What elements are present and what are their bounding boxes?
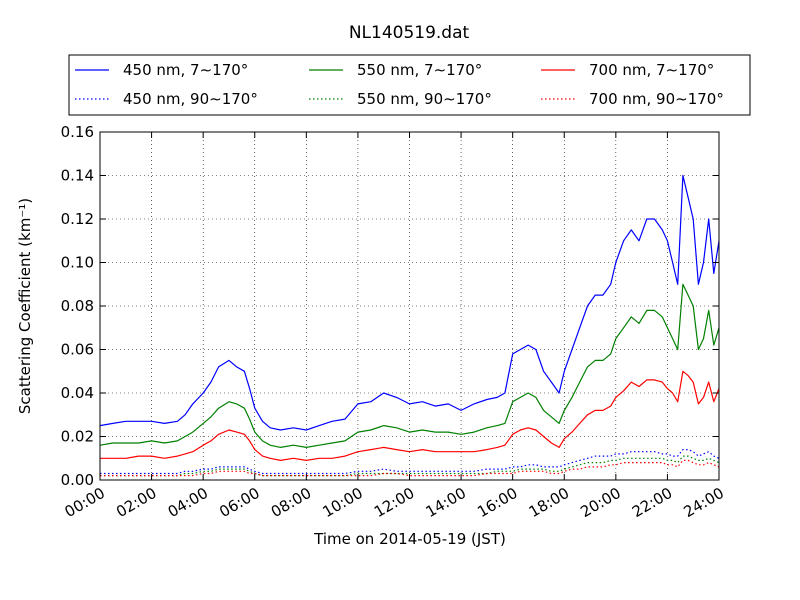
x-tick-label: 22:00: [629, 484, 675, 521]
y-tick-label: 0.16: [61, 123, 94, 141]
legend-label-1: 450 nm, 90∼170°: [123, 90, 258, 108]
series-line-5: [100, 459, 720, 477]
legend-label-5: 700 nm, 90∼170°: [589, 90, 724, 108]
y-tick-label: 0.02: [61, 428, 94, 446]
legend: 450 nm, 7∼170° 450 nm, 90∼170° 550 nm, 7∼1…: [68, 54, 751, 116]
series-line-1: [100, 449, 720, 475]
legend-frame: [68, 54, 751, 116]
chart-title: NL140519.dat: [349, 23, 470, 43]
y-tick-label: 0.08: [61, 297, 94, 315]
x-tick-label: 16:00: [474, 484, 520, 521]
y-tick-label: 0.04: [61, 384, 94, 402]
grid: [100, 132, 719, 480]
y-axis-label: Scattering Coefficient (km⁻¹): [16, 198, 34, 414]
y-tick-label: 0.14: [61, 167, 94, 185]
x-tick-label: 20:00: [577, 484, 623, 521]
x-axis-label: Time on 2014-05-19 (JST): [313, 530, 506, 548]
series-line-4: [100, 370, 720, 461]
legend-label-3: 550 nm, 90∼170°: [357, 90, 492, 108]
x-tick-label: 06:00: [216, 484, 262, 521]
x-tick-label: 14:00: [423, 484, 469, 521]
x-tick-label: 02:00: [113, 484, 159, 521]
x-tick-label: 00:00: [62, 484, 108, 521]
series-line-2: [99, 283, 720, 448]
series-group: [99, 174, 720, 477]
x-tick-label: 10:00: [319, 484, 365, 521]
x-tick-label: 12:00: [371, 484, 417, 521]
legend-label-4: 700 nm, 7∼170°: [589, 61, 714, 79]
series-line-0: [99, 174, 720, 431]
legend-label-0: 450 nm, 7∼170°: [123, 61, 248, 79]
y-tick-label: 0.00: [61, 471, 94, 489]
x-tick-label: 08:00: [268, 484, 314, 521]
y-tick-label: 0.06: [61, 341, 94, 359]
legend-label-2: 550 nm, 7∼170°: [357, 61, 482, 79]
series-line-3: [100, 455, 720, 477]
y-tick-label: 0.12: [61, 210, 94, 228]
x-tick-label: 04:00: [165, 484, 211, 521]
y-tick-label: 0.10: [61, 254, 94, 272]
x-tick-label: 24:00: [681, 484, 727, 521]
x-tick-label: 18:00: [526, 484, 572, 521]
